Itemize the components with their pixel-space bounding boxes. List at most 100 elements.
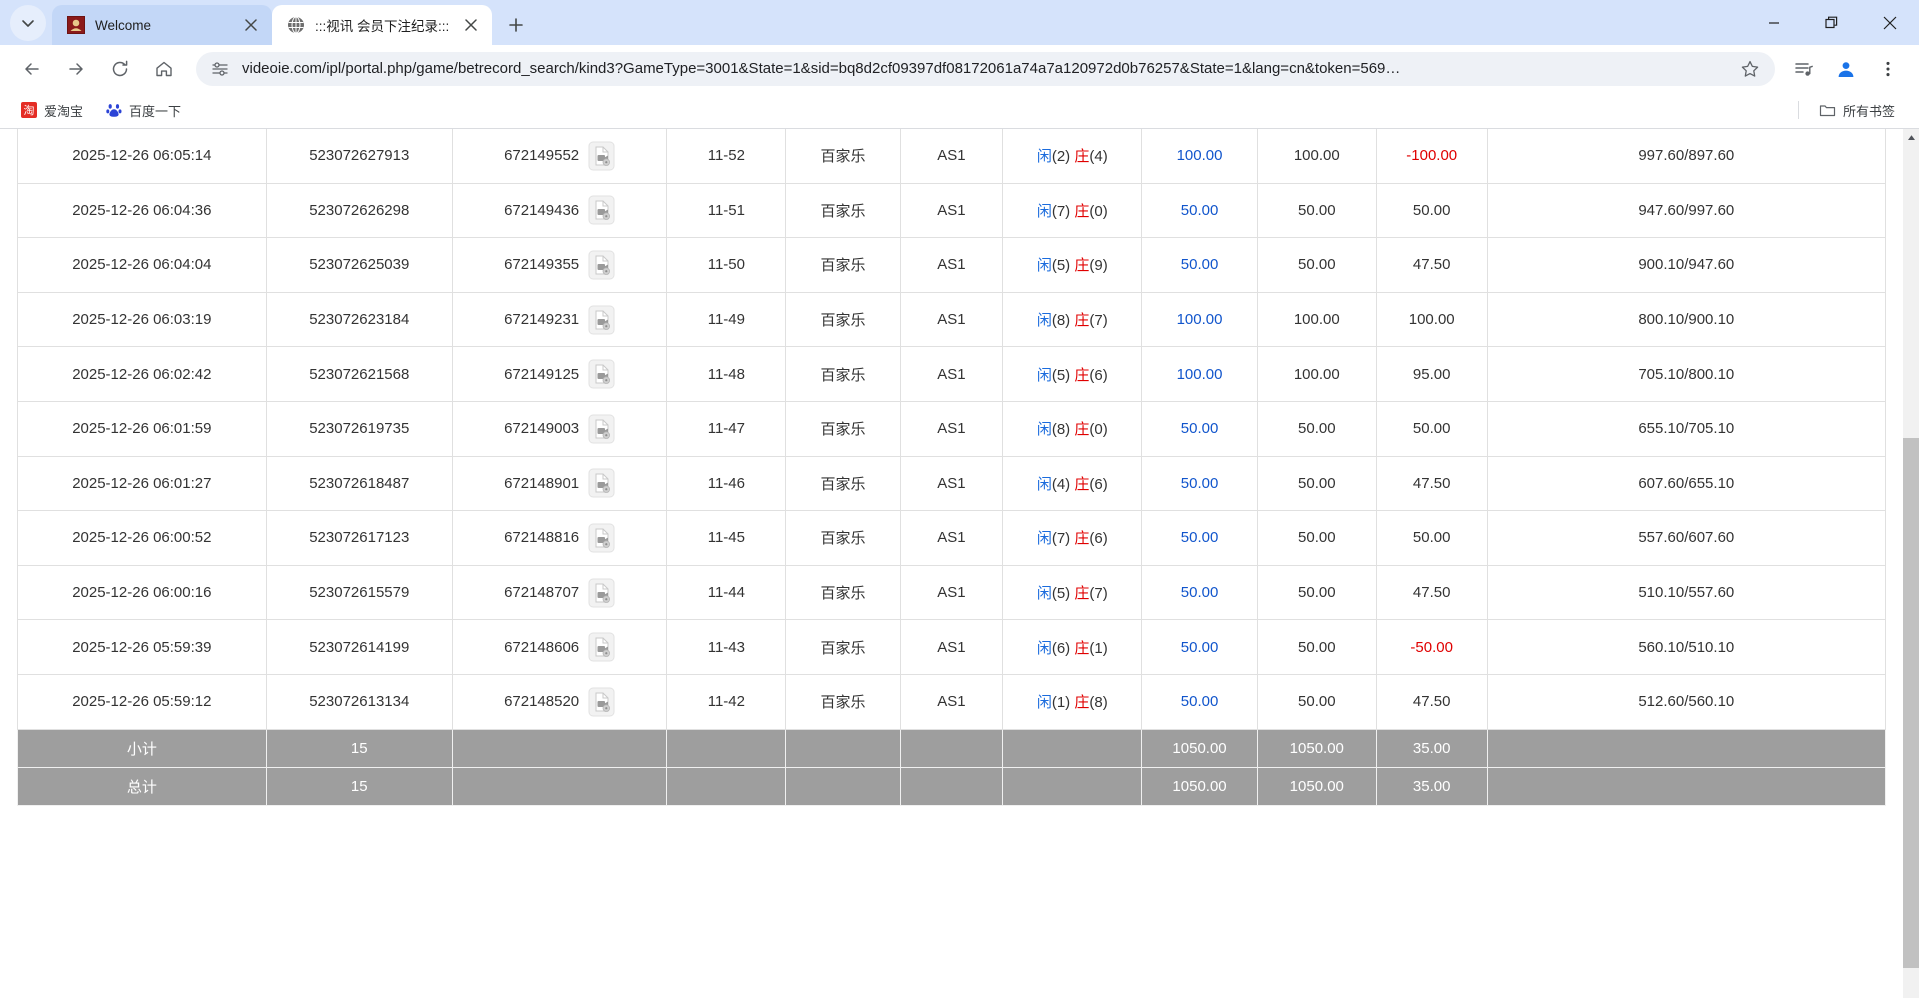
video-record-icon[interactable] <box>588 359 615 389</box>
summary-label: 总计 <box>17 766 267 806</box>
summary-count: 15 <box>265 728 453 768</box>
all-bookmarks-area: 所有书签 <box>1797 92 1909 128</box>
cell-game-name: 百家乐 <box>785 455 901 512</box>
scroll-up-arrow-icon[interactable] <box>1903 129 1919 145</box>
bookmark-item-baidu[interactable]: 百度一下 <box>97 97 189 124</box>
cell-game-id[interactable]: 672148606 <box>451 619 668 675</box>
address-bar[interactable]: videoie.com/ipl/portal.php/game/betrecor… <box>196 51 1775 86</box>
cell-bet-id: 523072619735 <box>265 400 453 457</box>
cell-valid-amount: 50.00 <box>1256 619 1377 675</box>
media-playlist-icon[interactable] <box>1786 51 1822 87</box>
cell-win-amount: 47.50 <box>1375 455 1488 512</box>
cell-result: 闲(8) 庄(0) <box>1002 400 1143 457</box>
table-row: 2025-12-26 06:01:59 523072619735 672149003… <box>17 400 1887 457</box>
tab-bet-record[interactable]: :::视讯 会员下注纪录::: <box>272 5 492 45</box>
summary-blank <box>785 728 901 768</box>
scrollbar-track[interactable] <box>1903 145 1919 998</box>
cell-game-id[interactable]: 672148707 <box>451 564 668 621</box>
cell-game-id[interactable]: 672149436 <box>451 182 668 239</box>
video-record-icon[interactable] <box>588 632 615 662</box>
bookmark-item-taobao[interactable]: 淘 爱淘宝 <box>12 97 91 124</box>
video-record-icon[interactable] <box>588 523 615 553</box>
video-record-icon[interactable] <box>588 468 615 498</box>
video-record-icon[interactable] <box>588 250 615 280</box>
video-record-icon[interactable] <box>588 195 615 225</box>
back-arrow-icon[interactable] <box>14 51 50 87</box>
cell-game-id[interactable]: 672148520 <box>451 673 668 730</box>
scrollbar-thumb[interactable] <box>1903 438 1919 968</box>
cell-table-id: AS1 <box>899 237 1004 293</box>
tab-title: Welcome <box>95 17 152 33</box>
cell-result: 闲(5) 庄(6) <box>1002 346 1143 402</box>
page-scrollbar[interactable] <box>1903 129 1919 998</box>
summary-win-total: 35.00 <box>1375 766 1488 806</box>
cell-round: 11-51 <box>666 182 787 239</box>
site-settings-icon[interactable] <box>210 59 230 79</box>
cell-valid-amount: 50.00 <box>1256 510 1377 566</box>
cell-game-name: 百家乐 <box>785 400 901 457</box>
tab-strip: Welcome :::视讯 会员下注纪录::: <box>0 0 1919 45</box>
cell-game-id[interactable]: 672149552 <box>451 129 668 184</box>
cell-win-amount: 95.00 <box>1375 346 1488 402</box>
maximize-icon[interactable] <box>1803 0 1861 45</box>
cell-bet-id: 523072617123 <box>265 510 453 566</box>
cell-bet-id: 523072626298 <box>265 182 453 239</box>
cell-win-amount: 47.50 <box>1375 673 1488 730</box>
minimize-icon[interactable] <box>1745 0 1803 45</box>
tab-welcome[interactable]: Welcome <box>52 5 272 45</box>
video-record-icon[interactable] <box>588 414 615 444</box>
close-icon[interactable] <box>240 14 262 36</box>
cell-win-amount: 47.50 <box>1375 564 1488 621</box>
three-dot-menu-icon[interactable] <box>1870 51 1906 87</box>
close-icon[interactable] <box>460 14 482 36</box>
video-record-icon[interactable] <box>588 141 615 171</box>
all-bookmarks-button[interactable]: 所有书签 <box>1811 97 1903 124</box>
cell-bet-id: 523072625039 <box>265 237 453 293</box>
bet-record-page: 2025-12-26 06:05:14 523072627913 672149552… <box>0 129 1903 998</box>
cell-game-id[interactable]: 672149231 <box>451 291 668 348</box>
video-record-icon[interactable] <box>588 305 615 335</box>
welcome-favicon <box>66 16 85 35</box>
new-tab-button[interactable] <box>500 9 532 41</box>
cell-game-id[interactable]: 672149003 <box>451 400 668 457</box>
cell-bet-amount: 100.00 <box>1141 291 1258 348</box>
cell-balance: 560.10/510.10 <box>1486 619 1887 675</box>
reload-icon[interactable] <box>102 51 138 87</box>
video-record-icon[interactable] <box>588 687 615 717</box>
cell-game-id[interactable]: 672148816 <box>451 510 668 566</box>
cell-bet-id: 523072615579 <box>265 564 453 621</box>
home-icon[interactable] <box>146 51 182 87</box>
profile-avatar-icon[interactable] <box>1828 51 1864 87</box>
cell-table-id: AS1 <box>899 564 1004 621</box>
summary-valid-total: 1050.00 <box>1256 728 1377 768</box>
cell-game-id[interactable]: 672148901 <box>451 455 668 512</box>
forward-arrow-icon[interactable] <box>58 51 94 87</box>
cell-time: 2025-12-26 06:02:42 <box>17 346 267 402</box>
cell-time: 2025-12-26 06:04:04 <box>17 237 267 293</box>
cell-win-amount: 50.00 <box>1375 510 1488 566</box>
cell-balance: 997.60/897.60 <box>1486 129 1887 184</box>
cell-round: 11-44 <box>666 564 787 621</box>
cell-valid-amount: 50.00 <box>1256 673 1377 730</box>
cell-round: 11-42 <box>666 673 787 730</box>
cell-valid-amount: 100.00 <box>1256 291 1377 348</box>
cell-round: 11-46 <box>666 455 787 512</box>
cell-game-name: 百家乐 <box>785 182 901 239</box>
close-icon[interactable] <box>1861 0 1919 45</box>
cell-bet-amount: 100.00 <box>1141 129 1258 184</box>
cell-valid-amount: 50.00 <box>1256 400 1377 457</box>
cell-bet-id: 523072613134 <box>265 673 453 730</box>
video-record-icon[interactable] <box>588 578 615 608</box>
star-icon[interactable] <box>1737 56 1763 82</box>
cell-bet-amount: 50.00 <box>1141 564 1258 621</box>
table-row: 2025-12-26 06:05:14 523072627913 672149552… <box>17 129 1887 184</box>
tab-search-icon[interactable] <box>10 5 46 41</box>
table-row: 2025-12-26 06:04:04 523072625039 672149355… <box>17 237 1887 293</box>
bookmarks-bar: 淘 爱淘宝 百度一下 所有 <box>0 92 1919 128</box>
cell-game-id[interactable]: 672149355 <box>451 237 668 293</box>
cell-balance: 705.10/800.10 <box>1486 346 1887 402</box>
cell-win-amount: -100.00 <box>1375 129 1488 184</box>
table-row: 2025-12-26 06:00:16 523072615579 672148707… <box>17 564 1887 621</box>
cell-game-id[interactable]: 672149125 <box>451 346 668 402</box>
